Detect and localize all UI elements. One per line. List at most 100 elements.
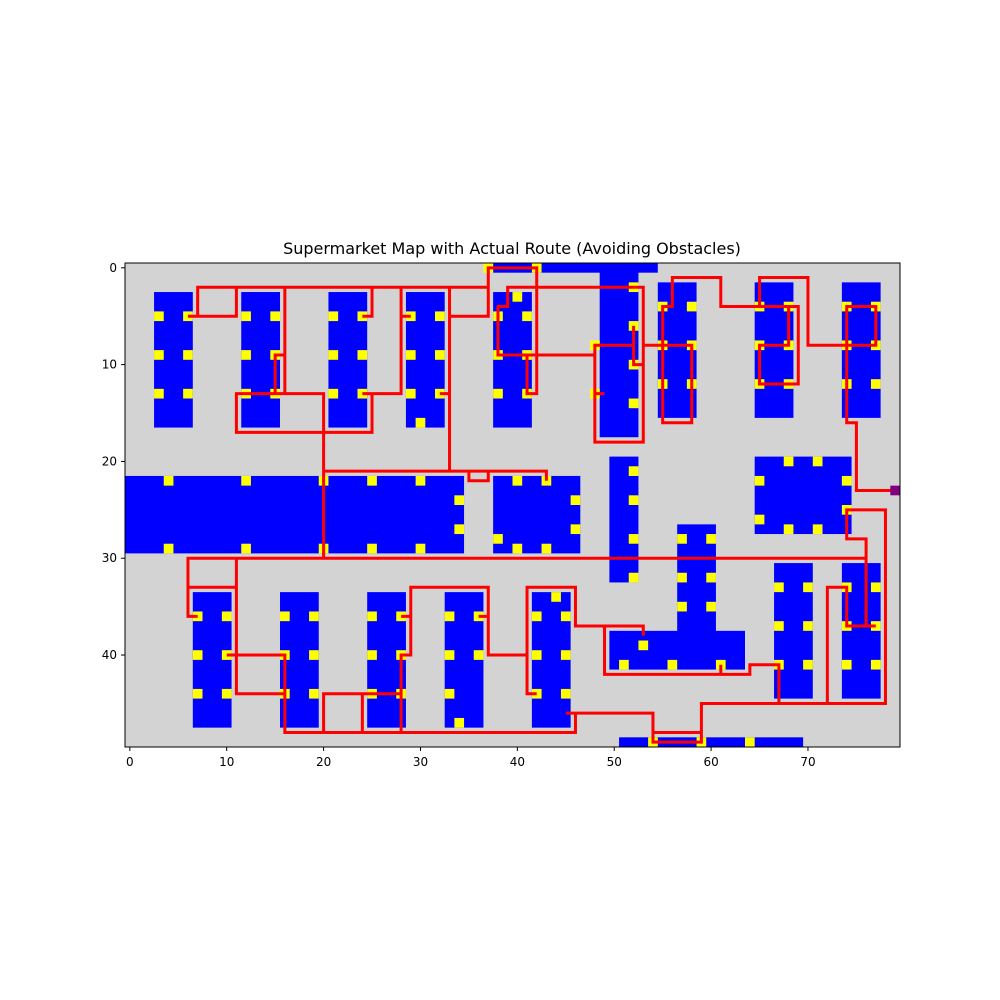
access-point-138 — [560, 650, 571, 660]
access-point-20 — [405, 350, 416, 360]
access-point-70 — [512, 475, 523, 486]
access-point-109 — [841, 659, 852, 670]
access-point-76 — [541, 543, 552, 554]
access-point-77 — [628, 466, 639, 476]
access-point-8 — [241, 350, 251, 360]
access-point-41 — [686, 301, 697, 312]
access-point-73 — [570, 524, 581, 535]
access-point-140 — [560, 688, 571, 699]
x-tick-label: 60 — [703, 755, 718, 769]
access-point-129 — [444, 611, 455, 622]
access-point-86 — [706, 601, 716, 612]
x-tick-label: 10 — [219, 755, 234, 769]
x-tick-label: 40 — [510, 755, 525, 769]
access-point-37 — [628, 398, 639, 409]
access-point-136 — [560, 611, 571, 622]
access-point-96 — [783, 524, 794, 535]
access-point-83 — [677, 572, 687, 583]
access-point-135 — [531, 611, 542, 622]
access-point-85 — [677, 601, 687, 612]
access-point-91 — [754, 475, 765, 486]
access-point-78 — [628, 495, 639, 505]
access-point-93 — [812, 456, 823, 467]
shelf-block-4 — [493, 263, 658, 273]
access-point-14 — [328, 350, 339, 360]
access-point-144 — [745, 737, 755, 747]
x-tick-label: 20 — [316, 755, 331, 769]
access-point-87 — [638, 640, 649, 651]
x-tick-label: 30 — [413, 755, 428, 769]
access-point-88 — [619, 659, 629, 670]
access-point-134 — [454, 717, 465, 728]
access-point-79 — [628, 534, 639, 544]
access-point-59 — [241, 475, 251, 486]
access-point-116 — [221, 688, 232, 699]
access-point-99 — [774, 582, 784, 593]
access-point-62 — [415, 475, 426, 486]
y-tick-label: 0 — [109, 261, 117, 275]
x-tick-label: 70 — [800, 755, 815, 769]
access-point-95 — [754, 514, 765, 525]
access-point-106 — [870, 582, 881, 593]
access-point-117 — [280, 611, 290, 622]
access-point-82 — [706, 534, 716, 544]
access-point-118 — [309, 611, 319, 622]
access-point-80 — [628, 572, 639, 583]
access-point-27 — [512, 292, 523, 302]
access-point-35 — [628, 321, 639, 331]
access-point-68 — [367, 543, 377, 554]
access-point-89 — [667, 659, 678, 670]
start-point-marker — [890, 485, 900, 496]
y-axis: 0 10 20 30 40 — [102, 261, 125, 662]
access-point-131 — [444, 650, 455, 660]
access-point-61 — [367, 475, 377, 486]
access-point-64 — [454, 524, 465, 535]
x-tick-label: 0 — [126, 755, 134, 769]
route-line — [186, 266, 897, 744]
access-point-122 — [309, 688, 319, 699]
y-tick-label: 20 — [102, 454, 117, 468]
x-axis: 0 10 20 30 40 50 60 70 — [126, 747, 816, 769]
y-tick-label: 10 — [102, 358, 117, 372]
access-point-112 — [221, 611, 232, 622]
access-point-4 — [154, 388, 164, 399]
access-point-141 — [551, 592, 561, 602]
access-point-102 — [803, 621, 813, 631]
access-point-97 — [812, 524, 823, 535]
access-point-115 — [192, 688, 203, 699]
access-point-22 — [405, 388, 416, 399]
x-tick-label: 50 — [607, 755, 622, 769]
access-point-12 — [328, 311, 339, 322]
access-point-29 — [522, 311, 532, 322]
access-point-2 — [154, 350, 164, 360]
shelf-block-11 — [493, 475, 581, 554]
access-point-104 — [803, 659, 813, 670]
access-point-3 — [183, 350, 193, 360]
access-point-72 — [570, 495, 581, 505]
access-point-133 — [444, 688, 455, 699]
access-point-81 — [677, 534, 687, 544]
plot-area — [124, 262, 901, 748]
access-point-32 — [493, 388, 503, 399]
shelf-block-15 — [754, 456, 852, 535]
access-point-69 — [415, 543, 426, 554]
shelf-block-10 — [125, 475, 465, 554]
plot-frame — [124, 262, 901, 748]
y-tick-label: 30 — [102, 551, 117, 565]
access-point-5 — [183, 388, 193, 399]
access-point-75 — [512, 543, 523, 554]
access-point-66 — [241, 543, 251, 554]
access-point-84 — [706, 572, 716, 583]
access-point-120 — [309, 650, 319, 660]
access-point-19 — [435, 311, 445, 322]
access-point-21 — [435, 350, 445, 360]
access-point-100 — [803, 582, 813, 593]
access-point-24 — [415, 417, 426, 428]
access-point-123 — [367, 611, 377, 622]
y-tick-label: 40 — [102, 648, 117, 662]
shelf-block-23 — [619, 737, 804, 747]
access-point-6 — [241, 311, 251, 322]
chart-title: Supermarket Map with Actual Route (Avoid… — [283, 239, 741, 258]
access-point-0 — [154, 311, 164, 322]
